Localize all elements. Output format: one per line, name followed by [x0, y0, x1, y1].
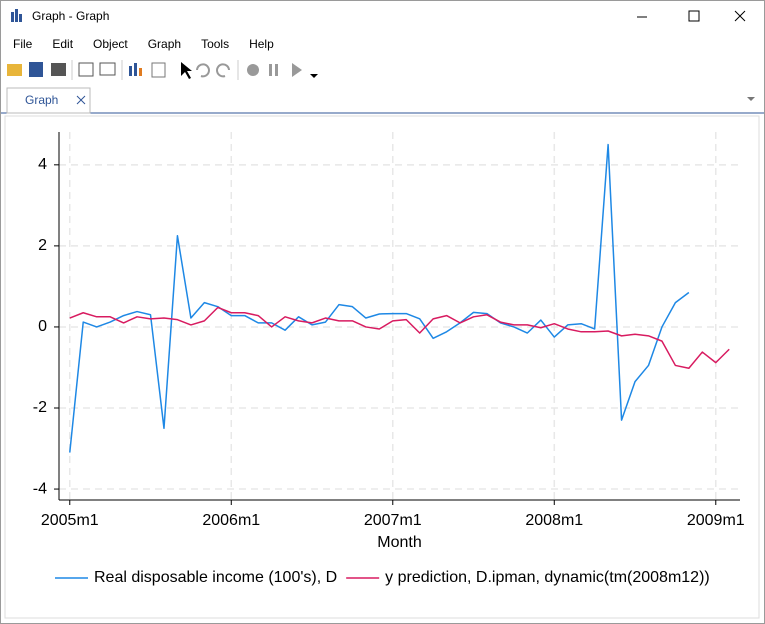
close-button[interactable]	[734, 10, 746, 22]
y-tick-label: -2	[33, 399, 47, 416]
y-tick-label: 0	[38, 318, 47, 335]
tab[interactable]	[6, 87, 91, 114]
legend-label: y prediction, D.ipman, dynamic(tm(2008m1…	[385, 569, 710, 586]
play-button[interactable]	[292, 63, 302, 77]
tab-close[interactable]	[76, 95, 86, 105]
y-tick-label: 2	[38, 237, 47, 254]
menu-item[interactable]: Help	[249, 37, 274, 51]
redo-button[interactable]	[216, 63, 230, 78]
graph-editor-button	[134, 63, 137, 76]
graph-editor-button	[139, 68, 142, 76]
menu-bar: File Edit Object Graph Tools Help	[13, 37, 274, 51]
rename-button[interactable]	[99, 62, 116, 76]
open-button[interactable]	[7, 64, 22, 76]
title-bar	[1, 1, 764, 33]
y-tick-label: -4	[33, 480, 47, 497]
window-title: Graph - Graph	[32, 9, 109, 23]
menu-item[interactable]: Object	[93, 37, 128, 51]
y-tick-label: 4	[38, 156, 47, 173]
graph-editor-button[interactable]	[129, 66, 132, 76]
tab-menu[interactable]	[747, 97, 755, 101]
x-tick-label: 2006m1	[202, 512, 260, 529]
x-tick-label: 2007m1	[364, 512, 422, 529]
copy-button[interactable]	[78, 62, 94, 77]
properties-button[interactable]	[151, 62, 166, 78]
record-button[interactable]	[247, 64, 259, 76]
x-tick-label: 2008m1	[525, 512, 583, 529]
series-line	[69, 306, 730, 370]
x-tick-label: 2009m1	[687, 512, 745, 529]
undo-button[interactable]	[196, 63, 210, 78]
print-button[interactable]	[51, 63, 66, 76]
chart: -4 -2 0 2 4 2005m1 2006m1 2007m1 2008m1 2009m1 Mon…	[33, 132, 745, 586]
save-button[interactable]	[29, 62, 43, 77]
toolbar	[7, 60, 318, 80]
tab-label[interactable]: Graph	[25, 93, 58, 107]
series-line	[69, 143, 690, 453]
cursor	[181, 62, 192, 79]
menu-item[interactable]: File	[13, 37, 33, 51]
maximize-button[interactable]	[688, 10, 700, 22]
graph-pane	[4, 115, 760, 619]
menu-item[interactable]: Graph	[148, 37, 181, 51]
legend-label: Real disposable income (100's), D	[94, 569, 337, 586]
app-icon	[11, 9, 22, 22]
x-axis-title: Month	[377, 534, 421, 551]
menu-item[interactable]: Tools	[201, 37, 229, 51]
x-tick-label: 2005m1	[41, 512, 99, 529]
dropdown-button[interactable]	[310, 74, 318, 78]
pause-button[interactable]	[269, 64, 278, 76]
menu-item[interactable]: Edit	[52, 37, 73, 51]
